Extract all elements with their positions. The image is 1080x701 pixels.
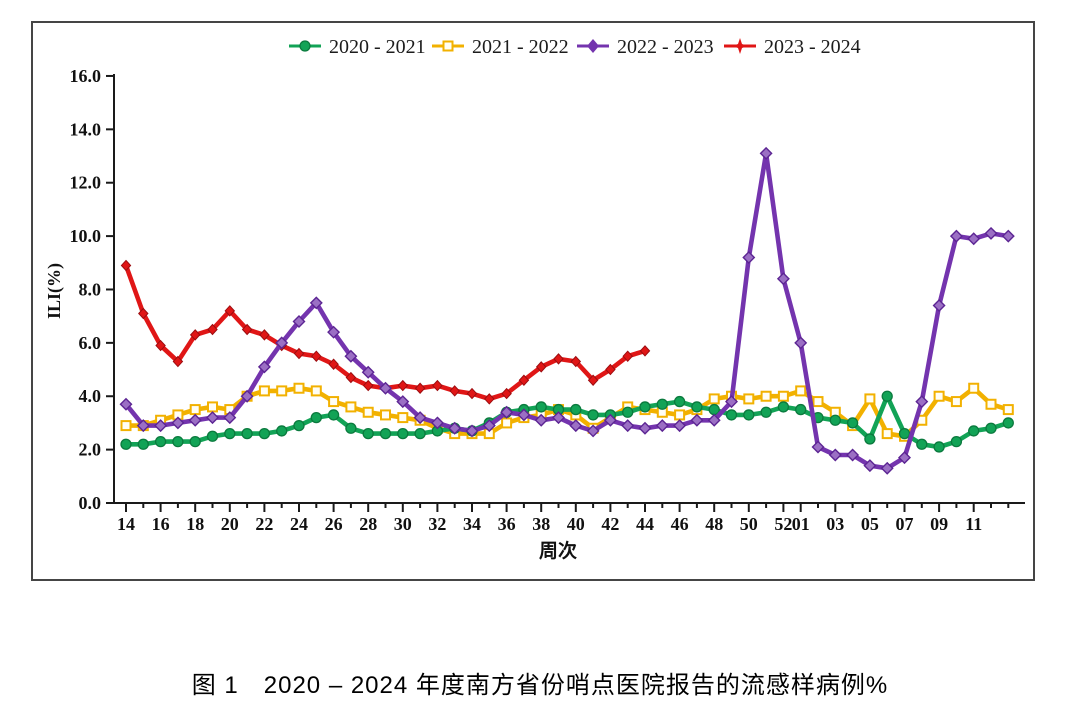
svg-text:44: 44 (636, 514, 654, 534)
svg-text:42: 42 (601, 514, 619, 534)
y-axis-ticks: 0.0 2.0 4.0 6.0 8.0 10.0 12.0 14.0 16.0 (70, 66, 114, 513)
svg-text:48: 48 (705, 514, 723, 534)
svg-text:2020 - 2021: 2020 - 2021 (329, 36, 426, 58)
svg-text:20: 20 (221, 514, 239, 534)
svg-text:24: 24 (290, 514, 308, 534)
svg-text:28: 28 (359, 514, 377, 534)
series-2022-2023 (119, 146, 1015, 475)
svg-text:10.0: 10.0 (70, 226, 102, 246)
svg-text:8.0: 8.0 (79, 279, 102, 299)
legend-item-2023-2024: 2023 - 2024 (724, 36, 861, 58)
svg-text:26: 26 (325, 514, 343, 534)
svg-text:05: 05 (861, 514, 879, 534)
figure-caption: 图 1 2020 – 2024 年度南方省份哨点医院报告的流感样病例% (191, 672, 889, 699)
svg-text:46: 46 (671, 514, 689, 534)
svg-text:16: 16 (152, 514, 170, 534)
svg-text:0.0: 0.0 (79, 493, 102, 513)
ili-chart: 0.02.04.06.08.010.012.014.016.014 16 18 20 2… (44, 36, 1025, 562)
y-axis-title: ILI(%) (44, 263, 65, 319)
svg-text:32: 32 (428, 514, 446, 534)
svg-text:50: 50 (740, 514, 758, 534)
series-2020-2021 (120, 390, 1014, 453)
svg-text:14: 14 (117, 514, 135, 534)
svg-text:03: 03 (826, 514, 844, 534)
svg-text:2023 - 2024: 2023 - 2024 (764, 36, 861, 58)
legend-item-2021-2022: 2021 - 2022 (432, 36, 569, 58)
svg-text:2022 - 2023: 2022 - 2023 (617, 36, 714, 58)
svg-text:4.0: 4.0 (79, 386, 102, 406)
svg-text:6.0: 6.0 (79, 333, 102, 353)
svg-text:34: 34 (463, 514, 481, 534)
svg-text:01: 01 (792, 514, 810, 534)
svg-text:2.0: 2.0 (79, 440, 102, 460)
svg-text:09: 09 (930, 514, 948, 534)
legend-item-2022-2023: 2022 - 2023 (577, 36, 714, 58)
svg-text:40: 40 (567, 514, 585, 534)
svg-text:30: 30 (394, 514, 412, 534)
chart-figure: 0.0 2.0 4.0 6.0 8.0 10.0 12.0 14.0 16.0 14 16 18 20 2… (31, 21, 1035, 581)
svg-text:52: 52 (774, 514, 792, 534)
svg-text:36: 36 (498, 514, 516, 534)
svg-text:38: 38 (532, 514, 550, 534)
svg-text:12.0: 12.0 (70, 173, 102, 193)
svg-text:16.0: 16.0 (70, 66, 102, 86)
svg-text:11: 11 (965, 514, 982, 534)
chart-legend: 2020 - 2021 2021 - 2022 2022 - 2023 2023 - … (289, 36, 861, 58)
svg-text:14.0: 14.0 (70, 119, 102, 139)
x-axis-ticks: 14 16 18 20 22 24 26 28 30 32 34 36 38 40 42 44 46 48 50 52… (117, 503, 1010, 534)
svg-text:22: 22 (255, 514, 273, 534)
legend-item-2020-2021: 2020 - 2021 (289, 36, 426, 58)
svg-text:2021 - 2022: 2021 - 2022 (472, 36, 569, 58)
x-axis-title: 周次 (539, 539, 577, 562)
svg-text:07: 07 (896, 514, 914, 534)
svg-text:18: 18 (186, 514, 204, 534)
